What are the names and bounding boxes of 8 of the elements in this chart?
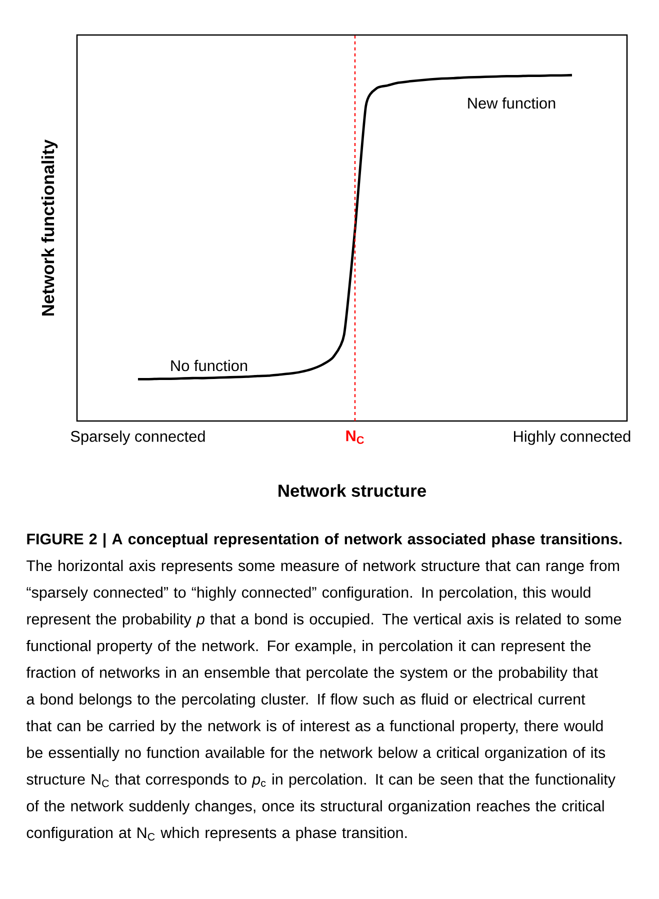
- x-tick-label: Sparsely connected: [70, 430, 205, 445]
- y-axis-title: Network functionality: [41, 139, 58, 316]
- annotation: No function: [171, 360, 248, 372]
- x-tick-label: Highly connected: [514, 430, 630, 445]
- text: FIGURE 2 | A conceptual representation of network associated phase transitions. The horizontal axis represents some measure of network structure that can range from “sparsely connected” to “highly connected” configuration. In percolation, this would represent the probability p that a bond is occupied. The vertical axis is related to some functional property of the network. For example, in percolation it can represent the fraction of networks in an ensemble that percolate the system or the probability that a bond belongs to the percolating cluster. If flow such as fluid or electrical current that can be carried by the network is of interest as a functional property, there would be essentially no function available for the network below a critical organization of its structure N$_{C}$ that corresponds to p$_{c}$ in percolation. It can be seen that the functionality of the network suddenly changes, once its structural organization reaches the critical configuration at N$_{C}$ which represents a phase transition.: [26, 533, 622, 842]
- annotation: New function: [468, 97, 556, 109]
- x-axis-title: Network structure: [278, 484, 426, 497]
- category-label: N$_{C}$: [346, 430, 364, 444]
